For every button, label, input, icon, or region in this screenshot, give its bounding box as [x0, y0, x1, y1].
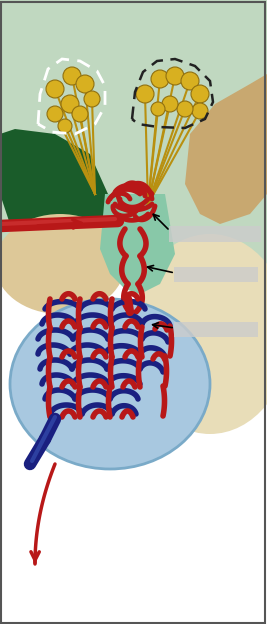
FancyBboxPatch shape — [169, 226, 261, 242]
FancyBboxPatch shape — [174, 321, 258, 336]
Circle shape — [61, 95, 79, 113]
Ellipse shape — [0, 214, 125, 314]
Polygon shape — [100, 194, 175, 294]
Circle shape — [46, 80, 64, 98]
Circle shape — [47, 106, 63, 122]
Circle shape — [151, 70, 169, 88]
Circle shape — [151, 102, 165, 116]
Circle shape — [58, 119, 72, 133]
Circle shape — [72, 106, 88, 122]
Circle shape — [166, 67, 184, 85]
Circle shape — [177, 101, 193, 117]
Ellipse shape — [10, 299, 210, 469]
Circle shape — [76, 75, 94, 93]
Circle shape — [181, 72, 199, 90]
Ellipse shape — [130, 234, 267, 434]
Polygon shape — [0, 0, 267, 294]
Circle shape — [136, 85, 154, 103]
Circle shape — [191, 85, 209, 103]
Polygon shape — [185, 0, 267, 224]
Circle shape — [63, 67, 81, 85]
Circle shape — [192, 103, 208, 119]
Polygon shape — [0, 0, 108, 246]
FancyBboxPatch shape — [174, 266, 258, 281]
Circle shape — [162, 96, 178, 112]
Circle shape — [84, 91, 100, 107]
